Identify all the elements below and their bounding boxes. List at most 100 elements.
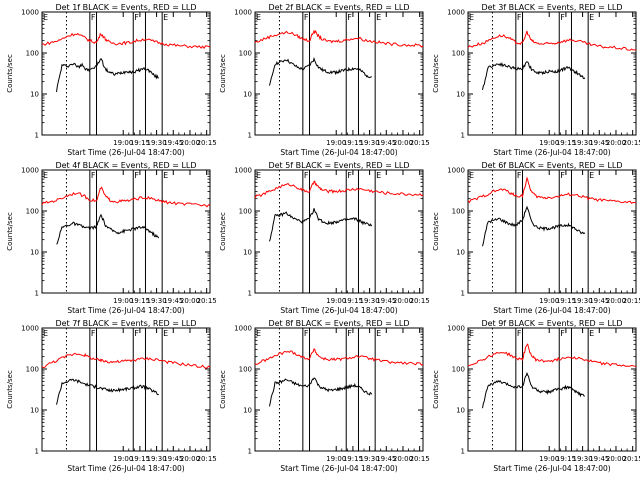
x-tick-label: 19:30 (360, 455, 380, 463)
y-tick-label: 100 (26, 366, 39, 374)
x-tick-label: 20:15 (410, 139, 430, 147)
interval-marker-label: F (134, 13, 139, 22)
events-series-line (269, 208, 373, 242)
interval-marker-label: E (163, 171, 168, 180)
y-tick-label: 1 (35, 132, 39, 140)
x-tick-label: 20:15 (197, 455, 217, 463)
events-series-line (56, 57, 159, 93)
y-tick-label: 10 (30, 407, 39, 415)
x-tick-label: 19:15 (130, 297, 150, 305)
y-tick-label: 1 (461, 132, 465, 140)
x-tick-label: 19:45 (376, 455, 396, 463)
x-tick-label: 20:00 (180, 455, 200, 463)
x-tick-label: 19:15 (556, 455, 576, 463)
interval-marker-label: E (469, 329, 474, 338)
x-tick-label: 20:00 (180, 139, 200, 147)
x-tick-label: 19:15 (343, 455, 363, 463)
plot-frame (254, 327, 424, 452)
y-tick-label: 1000 (447, 9, 465, 17)
x-tick-label: 19:30 (147, 297, 167, 305)
chart-panel-9: Det 9f BLACK = Events, RED = LLD Counts/s… (432, 319, 640, 473)
chart-title: Det 4f BLACK = Events, RED = LLD (55, 161, 196, 170)
interval-marker-label: E (163, 13, 168, 22)
interval-marker-label: E (589, 13, 594, 22)
x-axis-label: Start Time (26-Jul-04 18:47:00) (67, 464, 184, 473)
x-tick-label: 20:00 (606, 455, 626, 463)
y-tick-label: 10 (456, 407, 465, 415)
y-tick-label: 10 (456, 91, 465, 99)
x-tick-label: 19:00 (113, 297, 133, 305)
y-axis-label: Counts/sec (432, 212, 440, 251)
lld-series-line (41, 32, 211, 50)
lld-series-line (254, 348, 424, 366)
x-tick-label: 19:30 (573, 455, 593, 463)
interval-marker-label: F (517, 329, 522, 338)
x-tick-label: 19:15 (130, 455, 150, 463)
events-series-line (56, 378, 159, 405)
x-tick-label: 19:45 (589, 455, 609, 463)
x-tick-label: 19:00 (326, 139, 346, 147)
y-tick-label: 1000 (21, 167, 39, 175)
x-tick-label: 19:00 (326, 455, 346, 463)
x-axis-label: Start Time (26-Jul-04 18:47:00) (493, 464, 610, 473)
chart-title: Det 3f BLACK = Events, RED = LLD (481, 3, 622, 12)
x-tick-label: 19:45 (376, 297, 396, 305)
x-axis-label: Start Time (26-Jul-04 18:47:00) (280, 306, 397, 315)
x-tick-label: 19:45 (589, 139, 609, 147)
interval-marker-label: F (517, 13, 522, 22)
x-tick-label: 19:15 (343, 297, 363, 305)
x-tick-label: 19:30 (147, 455, 167, 463)
x-tick-label: 20:15 (197, 297, 217, 305)
interval-marker-label: F (304, 329, 309, 338)
interval-marker-label: E (256, 171, 261, 180)
x-axis-label: Start Time (26-Jul-04 18:47:00) (493, 306, 610, 315)
plot-frame (467, 327, 637, 452)
x-tick-label: 19:30 (573, 139, 593, 147)
x-tick-label: 20:15 (623, 455, 640, 463)
x-tick-label: 20:15 (410, 297, 430, 305)
y-tick-label: 1000 (234, 325, 252, 333)
x-tick-label: 19:15 (556, 139, 576, 147)
interval-marker-label: F (517, 171, 522, 180)
events-series-line (269, 56, 372, 86)
x-tick-label: 19:45 (376, 139, 396, 147)
interval-marker-label: F (347, 171, 352, 180)
interval-marker-label: E (43, 329, 48, 338)
y-tick-label: 1 (35, 448, 39, 456)
interval-marker-label: F (304, 13, 309, 22)
y-tick-label: 10 (243, 91, 252, 99)
plot-frame (467, 169, 637, 294)
chart-panel-1: Det 1f BLACK = Events, RED = LLD Counts/s… (6, 3, 217, 157)
interval-marker-label: F (560, 171, 565, 180)
interval-marker-label: F (91, 13, 96, 22)
y-tick-label: 100 (452, 208, 465, 216)
interval-marker-label: E (376, 13, 381, 22)
x-tick-label: 19:30 (360, 139, 380, 147)
interval-marker-label: E (589, 329, 594, 338)
lld-series-line (41, 186, 211, 208)
y-axis-label: Counts/sec (6, 54, 14, 93)
chart-panel-2: Det 2f BLACK = Events, RED = LLD Counts/s… (219, 3, 430, 157)
plot-frame (41, 169, 211, 294)
lld-series-line (254, 29, 424, 48)
interval-marker-label: E (163, 329, 168, 338)
x-tick-label: 19:00 (113, 455, 133, 463)
x-tick-label: 19:00 (539, 455, 559, 463)
y-tick-label: 10 (243, 407, 252, 415)
interval-marker-label: F (347, 13, 352, 22)
plot-frame (41, 327, 211, 452)
x-tick-label: 19:00 (113, 139, 133, 147)
x-tick-label: 20:15 (197, 139, 217, 147)
lld-series-line (254, 180, 424, 199)
chart-title: Det 9f BLACK = Events, RED = LLD (481, 319, 622, 328)
interval-marker-label: F (91, 329, 96, 338)
y-tick-label: 1 (35, 290, 39, 298)
x-axis-label: Start Time (26-Jul-04 18:47:00) (67, 148, 184, 157)
x-tick-label: 19:00 (539, 139, 559, 147)
x-tick-label: 19:00 (326, 297, 346, 305)
y-tick-label: 1000 (234, 9, 252, 17)
chart-title: Det 5f BLACK = Events, RED = LLD (268, 161, 409, 170)
y-tick-label: 100 (26, 208, 39, 216)
y-axis-label: Counts/sec (6, 212, 14, 251)
chart-panel-8: Det 8f BLACK = Events, RED = LLD Counts/s… (219, 319, 430, 473)
